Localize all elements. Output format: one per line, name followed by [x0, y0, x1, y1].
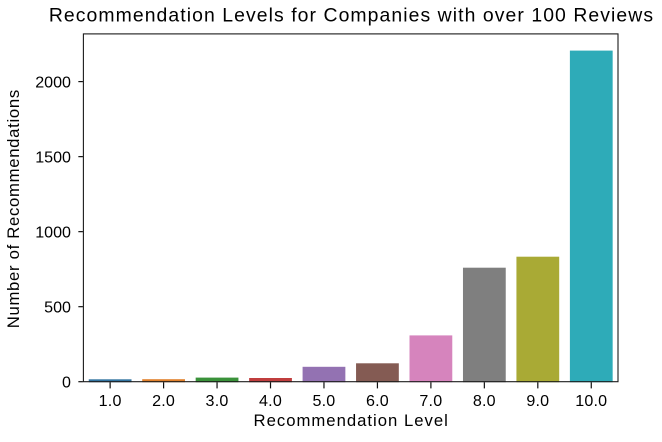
svg-text:0: 0 [62, 374, 71, 392]
svg-text:Recommendation Levels for Comp: Recommendation Levels for Companies with… [49, 5, 654, 27]
svg-text:8.0: 8.0 [473, 392, 496, 410]
svg-text:4.0: 4.0 [259, 392, 282, 410]
svg-text:Recommendation Level: Recommendation Level [254, 411, 449, 430]
svg-text:1.0: 1.0 [99, 392, 122, 410]
svg-text:6.0: 6.0 [366, 392, 389, 410]
svg-text:3.0: 3.0 [206, 392, 229, 410]
svg-text:2000: 2000 [35, 74, 71, 92]
svg-text:Number of Recommendations: Number of Recommendations [4, 89, 23, 328]
svg-text:2.0: 2.0 [152, 392, 175, 410]
svg-text:5.0: 5.0 [312, 392, 335, 410]
svg-text:1500: 1500 [35, 149, 71, 167]
svg-text:1000: 1000 [35, 224, 71, 242]
svg-text:500: 500 [44, 299, 71, 317]
svg-text:10.0: 10.0 [575, 392, 607, 410]
svg-text:7.0: 7.0 [419, 392, 442, 410]
svg-text:9.0: 9.0 [526, 392, 549, 410]
